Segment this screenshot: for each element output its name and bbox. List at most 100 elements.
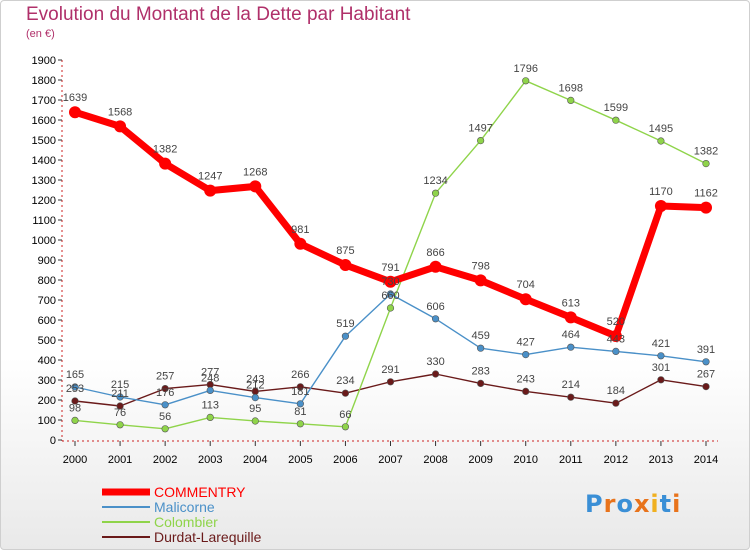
data-label: 253 xyxy=(66,383,84,395)
series-2-point xyxy=(522,77,530,85)
y-tick-label: 600 xyxy=(38,315,56,327)
series-2-point xyxy=(657,137,665,145)
data-label: 798 xyxy=(471,260,489,272)
series-3-point xyxy=(296,383,304,391)
y-tick-label: 300 xyxy=(38,375,56,387)
x-tick-label: 2009 xyxy=(468,454,492,466)
y-tick-label: 1400 xyxy=(32,155,56,167)
series-0-point xyxy=(339,259,352,271)
data-label: 875 xyxy=(336,245,354,257)
series-3-point xyxy=(612,399,620,407)
data-label: 243 xyxy=(246,373,264,385)
data-label: 243 xyxy=(517,373,535,385)
data-label: 165 xyxy=(66,369,84,381)
y-tick-label: 1900 xyxy=(32,55,56,67)
data-label: 459 xyxy=(471,330,489,342)
series-2-point xyxy=(477,137,485,145)
x-tick-label: 2014 xyxy=(694,454,718,466)
data-label: 704 xyxy=(517,279,535,291)
series-0-point xyxy=(429,260,442,273)
series-3-point xyxy=(341,389,350,397)
y-tick-label: 1800 xyxy=(32,75,56,87)
data-label: 266 xyxy=(291,369,309,381)
series-2-point xyxy=(386,304,395,312)
x-tick-label: 2005 xyxy=(288,454,312,466)
y-tick-label: 1700 xyxy=(32,95,56,107)
chart-title: Evolution du Montant de la Dette par Hab… xyxy=(26,4,411,25)
series-0-point xyxy=(114,120,127,133)
series-2-point xyxy=(296,420,304,428)
y-tick-label: 1500 xyxy=(32,135,56,147)
series-2-point xyxy=(702,160,710,168)
x-tick-label: 2002 xyxy=(153,454,177,466)
series-3-point xyxy=(702,383,710,391)
series-2-point xyxy=(341,423,350,431)
series-2-point xyxy=(612,116,620,124)
data-label: 464 xyxy=(562,329,580,341)
series-0-point xyxy=(294,237,307,250)
legend-entry: Colombier xyxy=(154,514,218,530)
series-0-point xyxy=(519,293,532,306)
series-1-point xyxy=(386,290,395,298)
y-tick-label: 800 xyxy=(38,275,56,287)
data-label: 301 xyxy=(652,362,670,374)
data-label: 730 xyxy=(381,276,399,288)
data-labels: 1639 1568 1382 1247 1268 981 875 791 866 798 704 61… xyxy=(63,63,718,423)
data-label: 113 xyxy=(201,399,219,411)
x-tick-label: 2007 xyxy=(378,454,402,466)
y-tick-label: 1300 xyxy=(32,175,56,187)
legend-entry: COMMENTRY xyxy=(154,484,246,500)
y-tick-label: 1600 xyxy=(32,115,56,127)
data-label: 277 xyxy=(201,367,219,379)
series-0-point xyxy=(159,157,172,170)
data-label: 98 xyxy=(69,402,81,414)
data-label: 1599 xyxy=(604,102,628,114)
series-3-point xyxy=(386,378,395,386)
series-3-point xyxy=(657,376,665,384)
series-3-point xyxy=(161,385,169,393)
data-label: 1639 xyxy=(63,92,87,104)
x-tick-label: 2008 xyxy=(423,454,447,466)
legend: COMMENTRYMalicorneColombierDurdat-Larequ… xyxy=(102,484,262,545)
data-label: 215 xyxy=(111,379,129,391)
series-0-point xyxy=(204,184,217,197)
series-0-point xyxy=(384,275,397,288)
data-label: 66 xyxy=(339,409,351,421)
data-label: 1382 xyxy=(694,146,718,158)
series-0-point xyxy=(609,330,622,342)
series-3-point xyxy=(522,387,530,396)
series-1-point xyxy=(116,393,124,401)
data-label: 330 xyxy=(426,356,444,368)
y-tick-label: 700 xyxy=(38,295,56,307)
data-label: 791 xyxy=(381,262,399,274)
series-3-point xyxy=(71,397,79,405)
data-label: 267 xyxy=(697,369,715,381)
series-1-point xyxy=(477,344,485,352)
data-label: 181 xyxy=(291,386,309,398)
series-2-point xyxy=(251,417,259,425)
data-label: 519 xyxy=(336,318,354,330)
data-label: 234 xyxy=(336,375,354,387)
series-2-point xyxy=(206,413,214,422)
data-label: 212 xyxy=(246,380,264,392)
series-2-point xyxy=(431,189,440,197)
y-tick-label: 100 xyxy=(38,415,56,427)
data-label: 443 xyxy=(607,333,625,345)
series-3-point xyxy=(477,379,485,388)
data-label: 248 xyxy=(201,372,219,384)
data-label: 291 xyxy=(381,364,399,376)
data-label: 1170 xyxy=(649,186,673,198)
data-label: 211 xyxy=(111,388,129,400)
data-label: 660 xyxy=(381,290,399,302)
series-0-point xyxy=(474,274,487,287)
series-1-point xyxy=(296,400,304,408)
series-1-point xyxy=(341,332,350,340)
series-3-point xyxy=(567,393,575,401)
series-2-point xyxy=(567,96,575,104)
y-tick-label: 1200 xyxy=(32,195,56,207)
x-tick-label: 2012 xyxy=(604,454,628,466)
x-tick-label: 2001 xyxy=(108,454,132,466)
y-tick-label: 1100 xyxy=(32,215,56,227)
series-1-point xyxy=(702,358,710,366)
x-tick-label: 2004 xyxy=(243,454,267,466)
